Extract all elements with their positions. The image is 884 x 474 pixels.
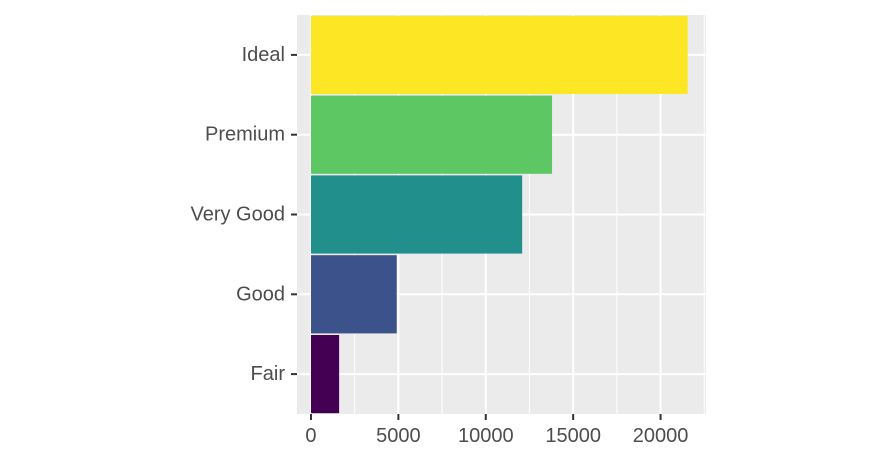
bar-ideal bbox=[310, 15, 688, 95]
bar-premium bbox=[310, 95, 553, 174]
bar-good bbox=[310, 255, 397, 334]
x-tick-label: 15000 bbox=[545, 425, 601, 447]
y-tick-label: Premium bbox=[205, 124, 285, 146]
x-axis: 0 5000 10000 15000 20000 bbox=[305, 414, 688, 447]
y-tick-label: Ideal bbox=[242, 44, 285, 66]
bar-fair bbox=[310, 334, 340, 414]
x-tick-label: 20000 bbox=[633, 425, 689, 447]
y-tick-label: Good bbox=[236, 283, 285, 305]
bars bbox=[310, 15, 688, 414]
x-tick-label: 10000 bbox=[458, 425, 514, 447]
x-tick-label: 0 bbox=[305, 425, 316, 447]
y-tick-label: Very Good bbox=[190, 204, 285, 226]
y-tick-label: Fair bbox=[251, 363, 286, 385]
x-tick-label: 5000 bbox=[376, 425, 421, 447]
bar-very-good bbox=[310, 175, 523, 254]
y-axis: Fair Good Very Good Premium Ideal bbox=[190, 44, 297, 385]
